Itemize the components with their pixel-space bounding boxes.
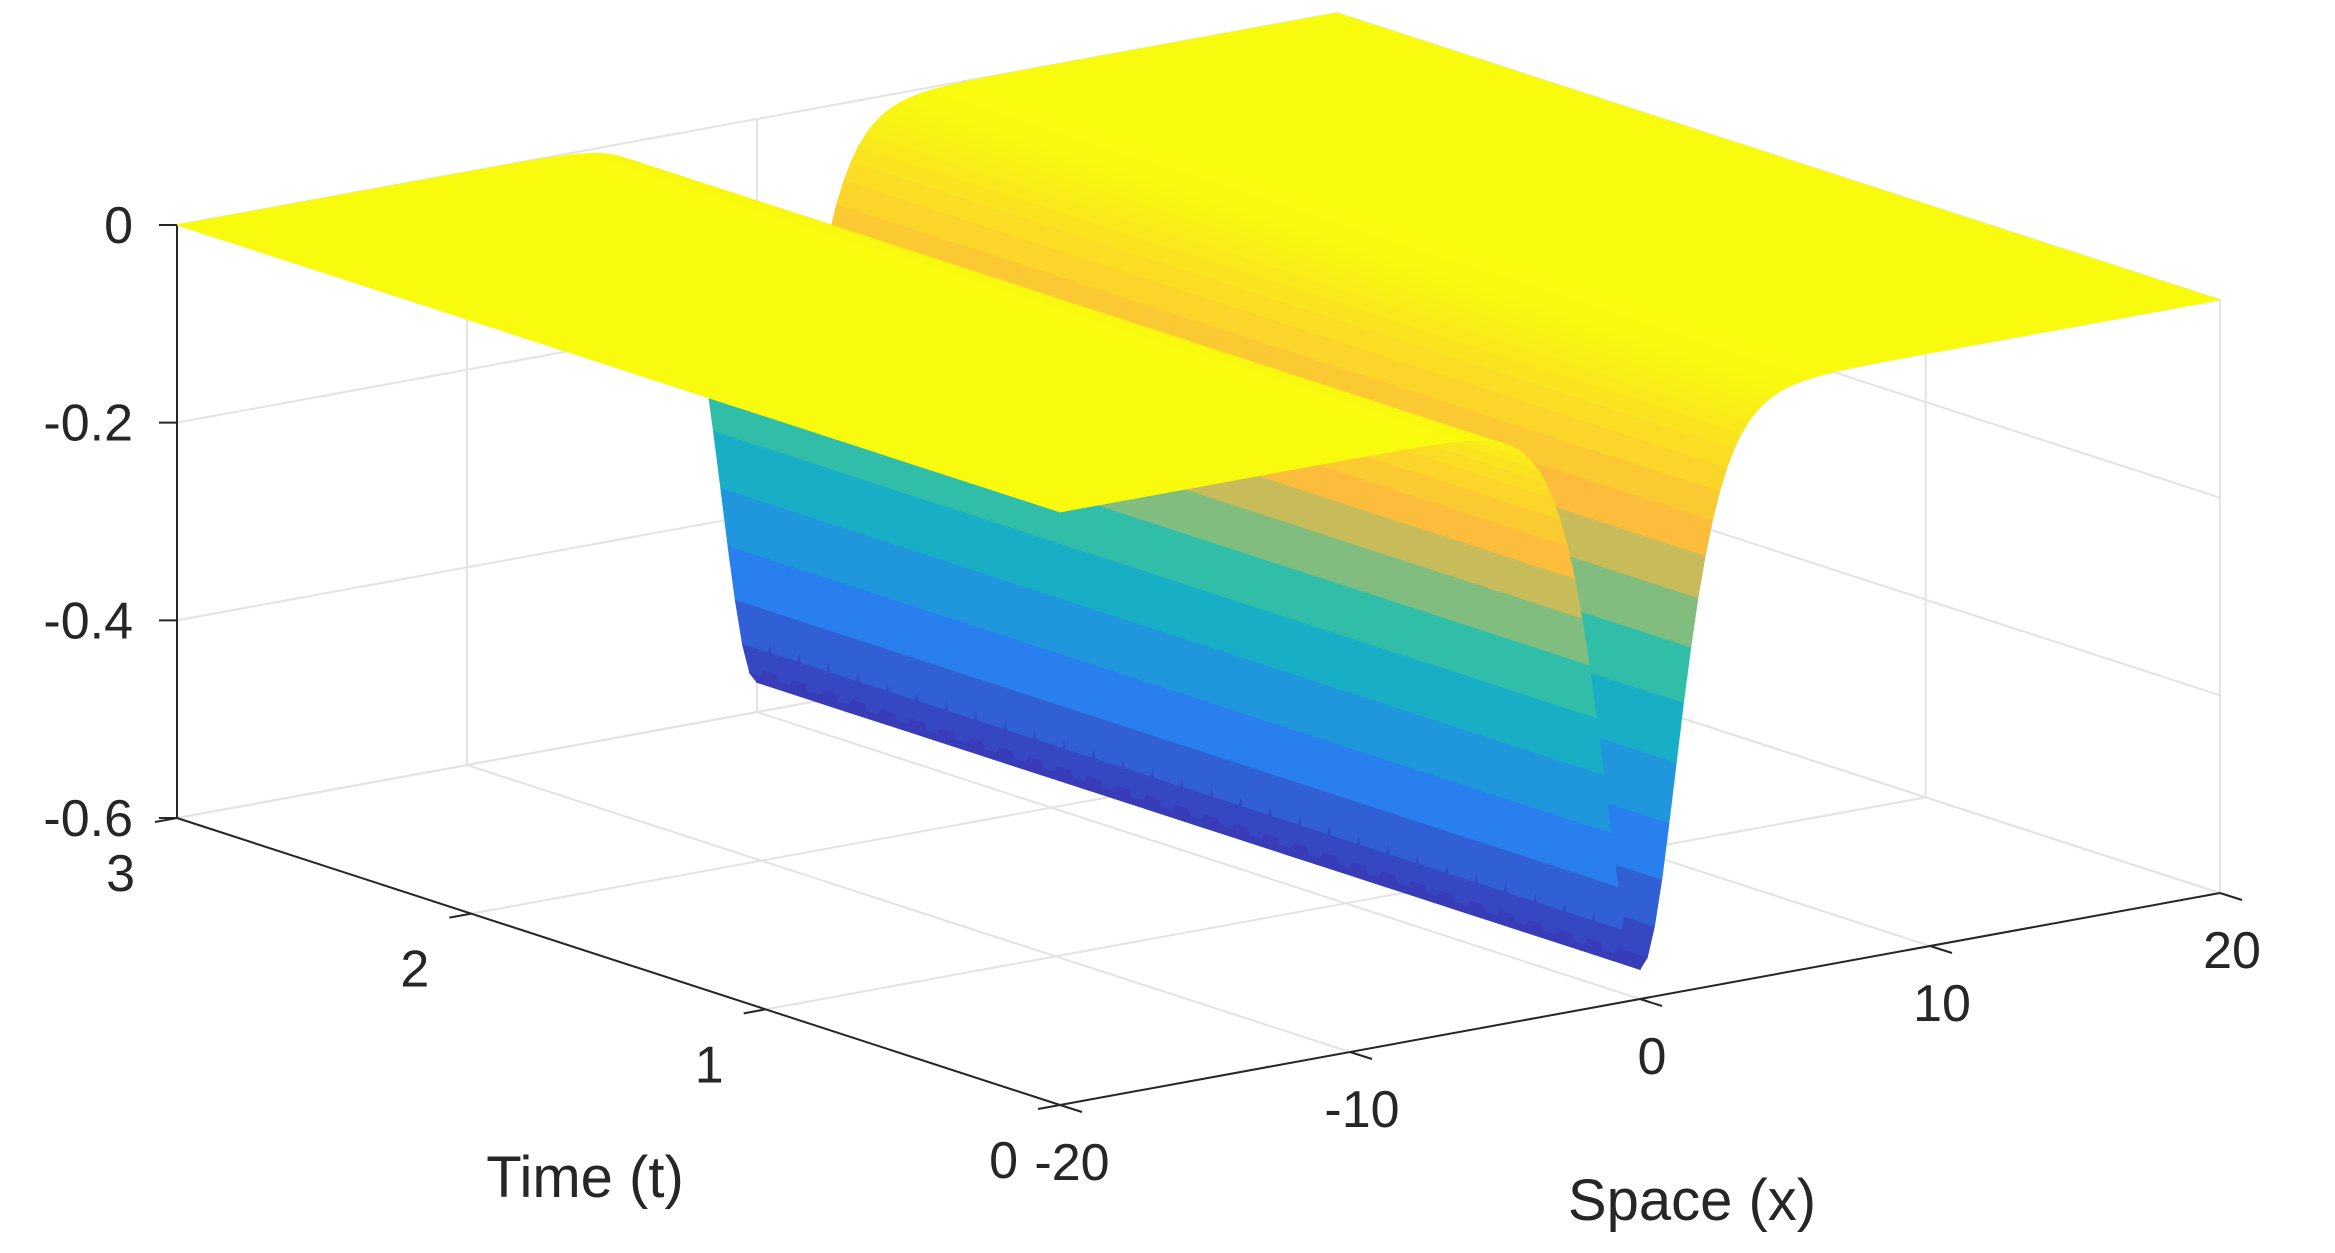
y-axis-line [176, 817, 1061, 1106]
y-tick-label: 2 [400, 941, 429, 999]
surface [176, 12, 2221, 971]
x-tick-label: 0 [1638, 1028, 1667, 1086]
z-tick-label: 0 [104, 197, 133, 255]
y-tick-mark [743, 1008, 766, 1015]
x-tick-mark [2219, 892, 2243, 901]
z-tick-label: -0.6 [43, 790, 133, 848]
x-tick-mark [1059, 1104, 1083, 1113]
grid-line-floor-x [466, 764, 1351, 1053]
x-axis-label: Space (x) [1568, 1168, 1816, 1233]
surface-patch [1624, 869, 1663, 927]
x-tick-label: 20 [2203, 922, 2261, 980]
y-tick-label: 1 [695, 1036, 724, 1094]
x-tick-mark [1349, 1051, 1373, 1060]
y-tick-label: 0 [989, 1132, 1018, 1190]
x-tick-mark [1929, 945, 1953, 954]
grid-line-floor-t [765, 796, 1926, 1011]
z-tick-label: -0.4 [43, 592, 133, 650]
x-tick-mark [1639, 998, 1663, 1007]
x-tick-label: -10 [1324, 1081, 1399, 1139]
y-axis-label: Time (t) [486, 1145, 684, 1210]
y-tick-label: 3 [106, 845, 135, 903]
y-tick-mark [1037, 1104, 1061, 1110]
y-tick-mark [449, 912, 472, 919]
x-tick-label: 10 [1913, 975, 1971, 1033]
x-tick-label: -20 [1034, 1134, 1109, 1192]
grid-line-floor-x [756, 711, 1641, 1000]
z-tick-label: -0.2 [43, 395, 133, 453]
